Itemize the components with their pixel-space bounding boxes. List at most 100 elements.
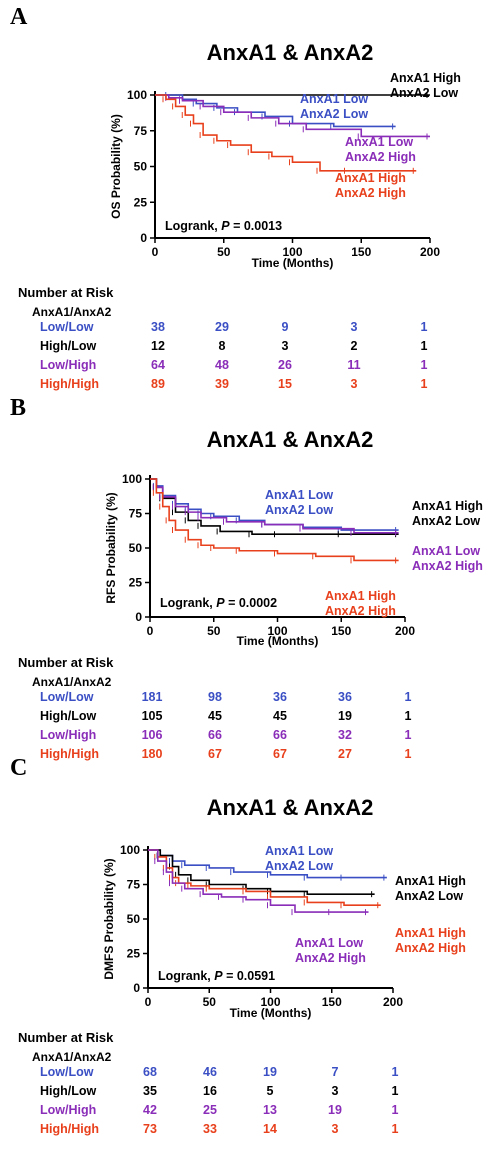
risk-row-label: Low/Low <box>40 690 94 704</box>
risk-cell: 67 <box>208 747 222 761</box>
logrank-prefix: Logrank, <box>165 219 221 233</box>
panel-b: B AnxA1 & AnxA2 0 25 50 75 100 0 50 100 150 200 Ti… <box>0 395 500 761</box>
panel-a: A AnxA1 & AnxA2 0 25 50 75 100 0 50 100 150 200 Ti… <box>0 0 500 395</box>
x-tick-label: 150 <box>331 624 351 638</box>
risk-cell: 1 <box>404 747 412 761</box>
risk-cell: 46 <box>203 1065 217 1079</box>
km-curve <box>155 94 417 172</box>
risk-cell: 19 <box>338 709 352 723</box>
risk-table-title: Number at Risk <box>18 655 114 670</box>
risk-cell: 36 <box>338 690 352 704</box>
x-tick-label: 0 <box>145 995 152 1009</box>
risk-table-title: Number at Risk <box>18 285 114 300</box>
legend-label: AnxA1 High <box>395 874 466 888</box>
y-tick-label: 50 <box>134 160 148 174</box>
legend-label: AnxA2 High <box>412 559 483 573</box>
y-tick-label: 0 <box>135 610 142 624</box>
logrank-p: P <box>214 969 223 983</box>
x-tick-label: 200 <box>420 245 440 259</box>
legend-label: AnxA1 Low <box>295 936 363 950</box>
risk-row-label: Low/Low <box>40 1065 94 1079</box>
risk-cell: 89 <box>151 377 165 391</box>
y-tick-label: 25 <box>129 576 143 590</box>
km-curve <box>150 478 399 562</box>
risk-cell: 1 <box>391 1084 399 1098</box>
risk-cell: 181 <box>141 690 163 704</box>
legend-label: AnxA2 High <box>295 951 366 965</box>
y-axis-label: OS Probability (%) <box>109 114 123 219</box>
risk-cell: 25 <box>203 1103 217 1117</box>
km-curve <box>148 849 375 895</box>
risk-row-label: High/Low <box>40 339 97 353</box>
x-tick-label: 50 <box>207 624 221 638</box>
risk-cell: 98 <box>208 690 222 704</box>
risk-cell: 39 <box>215 377 229 391</box>
risk-cell: 1 <box>404 690 412 704</box>
legend-label: AnxA2 High <box>395 941 466 955</box>
legend-label: AnxA1 Low <box>345 135 413 149</box>
risk-cell: 16 <box>203 1084 217 1098</box>
legend-label: AnxA2 High <box>325 604 396 618</box>
legend-label: AnxA1 High <box>390 71 461 85</box>
y-axis-label: DMFS Probability (%) <box>102 858 116 979</box>
logrank-prefix: Logrank, <box>160 596 216 610</box>
chart-title: AnxA1 & AnxA2 <box>206 795 374 820</box>
risk-cell: 27 <box>338 747 352 761</box>
km-curve <box>148 849 369 913</box>
legend-label: AnxA2 High <box>335 186 406 200</box>
risk-cell: 1 <box>391 1103 399 1117</box>
risk-cell: 26 <box>278 358 292 372</box>
risk-row-label: Low/Low <box>40 320 94 334</box>
y-tick-label: 100 <box>122 472 142 486</box>
panel-letter: C <box>10 755 28 781</box>
logrank-prefix: Logrank, <box>158 969 214 983</box>
km-plot-rfs: 0 25 50 75 100 0 50 100 150 200 Time (Months) RFS P… <box>104 472 483 648</box>
risk-cell: 5 <box>266 1084 274 1098</box>
risk-cell: 32 <box>338 728 352 742</box>
risk-row-label: Low/High <box>40 1103 97 1117</box>
risk-cell: 68 <box>143 1065 157 1079</box>
logrank-annotation: Logrank, P = 0.0013 <box>165 219 282 233</box>
risk-row-label: High/High <box>40 1122 100 1136</box>
risk-cell: 36 <box>273 690 287 704</box>
legend-label: AnxA1 High <box>395 926 466 940</box>
risk-cell: 11 <box>347 358 361 372</box>
risk-cell: 106 <box>141 728 163 742</box>
y-tick-label: 0 <box>140 231 147 245</box>
legend-label: AnxA1 Low <box>265 488 333 502</box>
x-tick-label: 50 <box>217 245 231 259</box>
panel-c: C AnxA1 & AnxA2 0 25 50 75 100 0 50 100 150 200 Ti… <box>0 755 500 1149</box>
y-tick-label: 50 <box>127 912 141 926</box>
legend-label: AnxA2 Low <box>265 503 333 517</box>
km-plot-dmfs: 0 25 50 75 100 0 50 100 150 200 Time (Months) DMFS … <box>102 843 466 1020</box>
x-tick-label: 0 <box>152 245 159 259</box>
km-curve <box>150 478 399 534</box>
risk-cell: 64 <box>151 358 165 372</box>
x-tick-label: 200 <box>395 624 415 638</box>
legend-label: AnxA2 High <box>345 150 416 164</box>
risk-cell: 180 <box>141 747 163 761</box>
y-tick-label: 75 <box>134 124 148 138</box>
chart-title: AnxA1 & AnxA2 <box>206 40 374 65</box>
legend-label: AnxA1 High <box>335 171 406 185</box>
risk-cell: 8 <box>218 339 226 353</box>
risk-cell: 45 <box>208 709 222 723</box>
y-tick-label: 75 <box>129 507 143 521</box>
risk-cell: 66 <box>273 728 287 742</box>
x-tick-label: 150 <box>351 245 371 259</box>
risk-cell: 1 <box>420 377 428 391</box>
km-plot-os: 0 25 50 75 100 0 50 100 150 200 Time (Months) OS Pr… <box>109 71 461 270</box>
risk-cell: 48 <box>215 358 229 372</box>
y-tick-label: 0 <box>133 981 140 995</box>
risk-table-subtitle: AnxA1/AnxA2 <box>32 675 112 689</box>
y-tick-label: 50 <box>129 541 143 555</box>
risk-cell: 45 <box>273 709 287 723</box>
risk-table-subtitle: AnxA1/AnxA2 <box>32 305 112 319</box>
legend-label: AnxA2 Low <box>412 514 480 528</box>
panel-letter: A <box>10 4 28 30</box>
risk-cell: 12 <box>151 339 165 353</box>
risk-cell: 9 <box>281 320 289 334</box>
logrank-value: = 0.0591 <box>223 969 276 983</box>
risk-cell: 67 <box>273 747 287 761</box>
logrank-annotation: Logrank, P = 0.0002 <box>160 596 277 610</box>
